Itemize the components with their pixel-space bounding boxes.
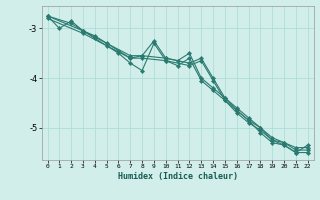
X-axis label: Humidex (Indice chaleur): Humidex (Indice chaleur) bbox=[118, 172, 237, 181]
